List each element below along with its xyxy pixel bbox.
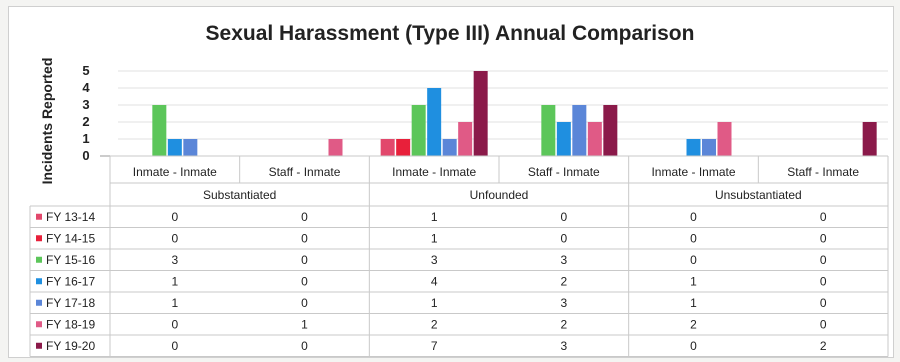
y-tick-label: 1 [82,131,89,146]
x-category-label: Staff - Inmate [269,165,341,179]
legend-label: FY 19-20 [46,339,95,353]
bar-fy-19-20-cat3 [603,105,618,156]
y-tick-label: 2 [82,114,89,129]
data-cell: 7 [431,339,438,353]
bar-fy-17-18-cat2 [442,139,457,156]
bar-fy-18-19-cat2 [458,122,473,156]
data-cell: 3 [560,296,567,310]
data-cell: 0 [820,296,827,310]
data-cell: 0 [171,231,178,245]
bar-fy-15-16-cat3 [541,105,556,156]
bar-fy-19-20-cat2 [473,71,488,156]
data-cell: 0 [171,317,178,331]
x-group-label: Unfounded [470,188,529,202]
data-cell: 0 [820,317,827,331]
data-cell: 3 [171,253,178,267]
data-cell: 0 [301,339,308,353]
legend-swatch [36,213,42,220]
data-cell: 0 [301,231,308,245]
data-cell: 1 [431,231,438,245]
data-cell: 2 [690,317,697,331]
legend-swatch [36,299,42,306]
x-category-label: Staff - Inmate [528,165,600,179]
legend-label: FY 13-14 [46,210,95,224]
data-cell: 2 [431,317,438,331]
bar-fy-14-15-cat2 [396,139,411,156]
bar-fy-17-18-cat0 [183,139,198,156]
x-group-label: Unsubstantiated [715,188,802,202]
legend-label: FY 18-19 [46,317,95,331]
data-cell: 0 [171,210,178,224]
data-cell: 2 [820,339,827,353]
data-cell: 0 [301,274,308,288]
legend-swatch [36,278,42,285]
data-cell: 0 [690,339,697,353]
data-cell: 0 [171,339,178,353]
x-category-label: Inmate - Inmate [133,165,217,179]
legend-label: FY 14-15 [46,231,95,245]
data-cell: 3 [560,253,567,267]
data-cell: 0 [301,253,308,267]
data-cell: 0 [820,274,827,288]
bar-fy-18-19-cat3 [587,122,602,156]
data-cell: 2 [560,274,567,288]
bar-fy-15-16-cat0 [152,105,167,156]
data-cell: 2 [560,317,567,331]
legend-swatch [36,235,42,242]
legend-swatch [36,342,42,349]
data-cell: 0 [301,296,308,310]
data-cell: 1 [690,296,697,310]
bar-fy-18-19-cat4 [717,122,732,156]
y-tick-label: 4 [82,80,90,95]
data-cell: 0 [820,210,827,224]
y-tick-label: 0 [82,148,89,163]
data-cell: 0 [560,210,567,224]
data-cell: 0 [690,231,697,245]
legend-label: FY 15-16 [46,253,95,267]
bar-fy-16-17-cat2 [427,88,442,156]
bar-fy-15-16-cat2 [411,105,426,156]
x-group-label: Substantiated [203,188,276,202]
bar-fy-17-18-cat4 [702,139,716,156]
bar-fy-19-20-cat5 [862,122,877,156]
legend-swatch [36,256,42,263]
x-category-label: Inmate - Inmate [392,165,476,179]
x-category-label: Staff - Inmate [787,165,859,179]
bar-fy-16-17-cat0 [167,139,182,156]
x-category-label: Inmate - Inmate [651,165,735,179]
data-cell: 3 [431,253,438,267]
data-cell: 3 [560,339,567,353]
data-cell: 1 [431,296,438,310]
chart-frame [8,6,894,358]
data-cell: 1 [301,317,308,331]
legend-label: FY 17-18 [46,296,95,310]
data-cell: 0 [820,253,827,267]
bar-fy-16-17-cat4 [686,139,701,156]
data-cell: 1 [171,296,178,310]
data-cell: 4 [431,274,438,288]
legend-label: FY 16-17 [46,274,95,288]
bar-fy-18-19-cat1 [328,139,343,156]
y-tick-label: 5 [82,63,89,78]
y-tick-label: 3 [82,97,89,112]
data-cell: 1 [431,210,438,224]
legend-swatch [36,321,42,328]
data-cell: 0 [560,231,567,245]
data-cell: 0 [690,253,697,267]
data-cell: 0 [301,210,308,224]
bar-fy-13-14-cat2 [380,139,395,156]
data-cell: 0 [690,210,697,224]
data-cell: 0 [820,231,827,245]
bar-fy-16-17-cat3 [556,122,571,156]
chart-title: Sexual Harassment (Type III) Annual Comp… [205,22,695,45]
bar-fy-17-18-cat3 [572,105,587,156]
data-cell: 1 [690,274,697,288]
data-cell: 1 [171,274,178,288]
